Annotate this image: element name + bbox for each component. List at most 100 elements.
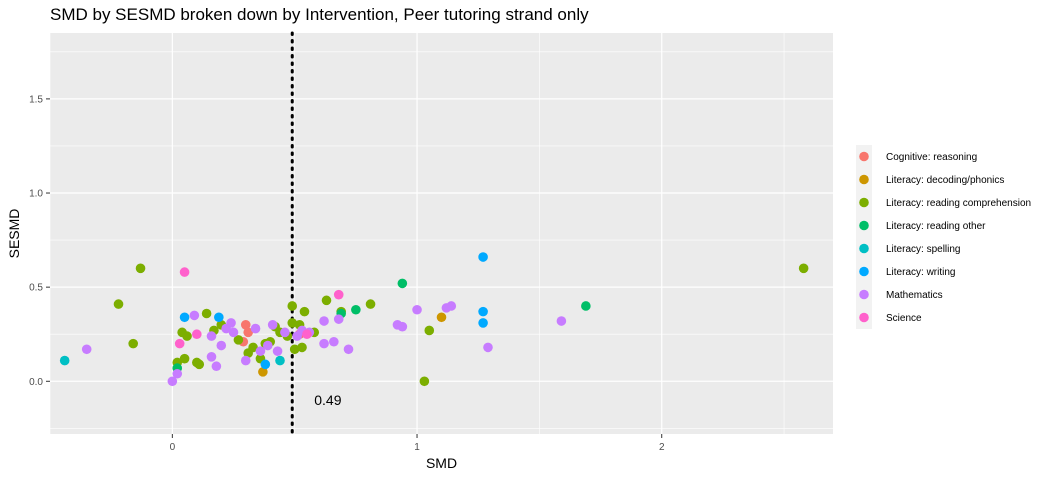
data-point: [483, 342, 493, 353]
data-point: [556, 316, 567, 326]
data-point: [446, 301, 457, 311]
data-point: [321, 295, 332, 306]
data-point: [214, 312, 224, 323]
data-point: [81, 344, 92, 355]
data-point: [226, 318, 236, 328]
legend-key-background: [856, 145, 872, 329]
data-point: [319, 316, 329, 326]
y-tick-label: 0.0: [29, 377, 43, 388]
axis-ticks: 0 1 2 0.0 0.5 1.0 1.5: [29, 94, 665, 453]
data-point: [240, 320, 251, 330]
data-point: [424, 325, 435, 336]
data-point: [59, 355, 70, 366]
x-tick-label: 0: [170, 442, 176, 453]
x-axis-title: SMD: [426, 455, 457, 471]
data-point: [333, 314, 344, 324]
data-point: [174, 338, 185, 349]
data-point: [397, 321, 408, 332]
data-points: [59, 252, 809, 387]
legend-key: [859, 174, 869, 185]
data-point: [302, 329, 312, 340]
data-point: [299, 306, 310, 317]
legend: Cognitive: reasoning Literacy: decoding/p…: [856, 145, 1031, 329]
legend-key: [859, 220, 869, 231]
data-point: [135, 263, 146, 274]
data-point: [233, 335, 244, 345]
legend-label: Science: [886, 313, 922, 324]
data-point: [280, 327, 290, 338]
legend-label: Literacy: reading comprehension: [886, 198, 1031, 209]
data-point: [255, 346, 266, 356]
legend-label: Literacy: decoding/phonics: [886, 175, 1004, 186]
chart-title: SMD by SESMD broken down by Intervention…: [50, 5, 589, 24]
y-tick-label: 1.0: [29, 189, 43, 200]
data-point: [216, 340, 227, 351]
data-point: [333, 289, 344, 300]
legend-label: Literacy: writing: [886, 267, 955, 278]
legend-key: [859, 289, 869, 300]
data-point: [228, 327, 239, 338]
data-point: [289, 344, 300, 355]
data-point: [179, 353, 190, 364]
data-point: [192, 329, 202, 340]
data-point: [172, 368, 183, 379]
data-point: [436, 312, 447, 323]
data-point: [240, 355, 251, 366]
data-point: [365, 299, 376, 309]
data-point: [397, 278, 408, 289]
data-point: [478, 252, 488, 262]
data-point: [798, 263, 809, 274]
data-point: [182, 331, 192, 341]
data-point: [343, 344, 354, 355]
data-point: [206, 352, 217, 362]
data-point: [250, 323, 261, 334]
data-point: [206, 331, 217, 341]
data-point: [179, 267, 190, 277]
data-point: [128, 338, 138, 349]
data-point: [179, 312, 190, 323]
data-point: [113, 299, 124, 309]
legend-label: Literacy: spelling: [886, 244, 960, 255]
data-point: [275, 355, 285, 366]
data-point: [262, 340, 273, 351]
data-point: [478, 318, 488, 328]
data-point: [581, 301, 591, 311]
data-point: [260, 359, 271, 370]
data-point: [287, 301, 298, 311]
y-tick-label: 0.5: [29, 283, 43, 294]
legend-label: Cognitive: reasoning: [886, 152, 977, 163]
legend-key: [859, 243, 869, 254]
legend-key: [859, 197, 869, 208]
data-point: [419, 376, 430, 387]
data-point: [248, 342, 258, 353]
data-point: [194, 359, 205, 370]
data-point: [351, 304, 361, 315]
data-point: [329, 336, 339, 347]
x-tick-label: 2: [659, 442, 665, 453]
legend-label: Mathematics: [886, 290, 943, 301]
legend-key: [859, 312, 869, 323]
data-point: [272, 346, 283, 356]
x-tick-label: 1: [414, 442, 420, 453]
legend-key: [859, 151, 869, 162]
data-point: [258, 367, 268, 377]
plot-panel: [50, 33, 833, 434]
reference-line-label: 0.49: [314, 392, 341, 408]
data-point: [319, 338, 329, 349]
data-point: [201, 308, 212, 319]
data-point: [287, 318, 298, 328]
data-point: [167, 376, 178, 387]
reference-line: 0.49: [290, 31, 342, 436]
data-point: [243, 327, 253, 338]
y-tick-label: 1.5: [29, 94, 43, 105]
data-point: [297, 342, 307, 353]
legend-label: Literacy: reading other: [886, 221, 986, 232]
legend-key: [859, 266, 869, 277]
data-point: [478, 306, 488, 317]
major-gridlines: [50, 33, 833, 434]
data-point: [412, 304, 422, 315]
y-axis-title: SESMD: [6, 209, 22, 259]
data-point: [211, 361, 222, 372]
data-point: [267, 320, 278, 330]
